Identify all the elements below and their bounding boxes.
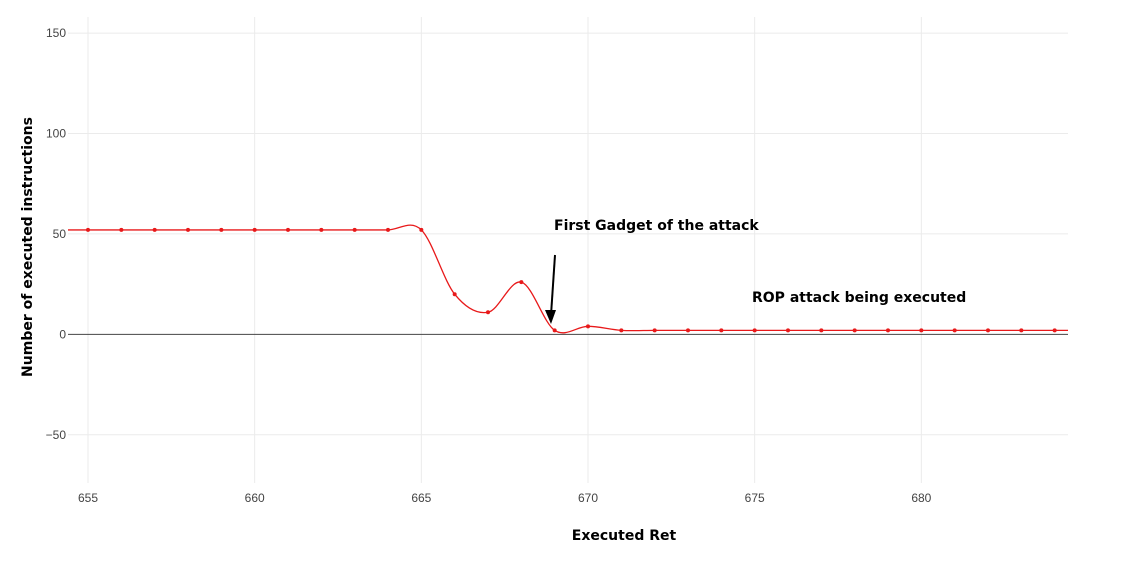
data-point <box>719 328 724 333</box>
annotation-first-gadget: First Gadget of the attack <box>554 218 759 234</box>
data-point <box>1019 328 1024 333</box>
y-tick-label: 100 <box>46 127 66 141</box>
data-point <box>586 324 590 329</box>
data-point <box>452 292 457 297</box>
y-tick-label: −50 <box>46 428 67 442</box>
data-point <box>1052 328 1057 333</box>
data-point <box>152 227 157 232</box>
data-point <box>286 227 290 232</box>
data-point <box>752 328 757 333</box>
data-point <box>819 328 824 333</box>
annotation-arrow <box>545 254 556 324</box>
x-tick-label: 680 <box>911 491 931 505</box>
x-axis-title: Executed Ret <box>572 528 677 544</box>
data-point <box>552 328 557 333</box>
series-line <box>68 224 1068 334</box>
x-tick-label: 670 <box>578 491 598 505</box>
x-tick-label: 675 <box>745 491 765 505</box>
data-point <box>386 227 390 232</box>
tick-labels: 655 660 665 670 675 680 −50 0 50 100 150 <box>46 26 932 505</box>
data-point <box>786 328 790 333</box>
grid-lines <box>68 17 1068 483</box>
annotation-rop-attack: ROP attack being executed <box>752 290 966 306</box>
x-tick-label: 660 <box>245 491 265 505</box>
data-point <box>852 328 857 333</box>
data-point <box>686 328 690 333</box>
y-tick-label: 0 <box>59 327 66 341</box>
y-axis-title: Number of executed instructions <box>20 117 36 377</box>
data-point <box>219 227 224 232</box>
data-point <box>886 328 890 333</box>
x-tick-label: 665 <box>411 491 431 505</box>
data-point <box>519 280 524 285</box>
data-point <box>319 227 324 232</box>
data-point <box>486 310 490 315</box>
data-point <box>619 328 624 333</box>
data-point <box>186 227 190 232</box>
data-point <box>86 227 90 232</box>
data-point <box>986 328 990 333</box>
series-layer <box>68 224 1068 334</box>
data-point <box>652 328 657 333</box>
data-point <box>919 328 924 333</box>
y-tick-label: 150 <box>46 26 66 40</box>
data-point <box>419 227 424 232</box>
x-tick-label: 655 <box>78 491 98 505</box>
data-point <box>252 227 257 232</box>
data-point <box>119 227 124 232</box>
data-point <box>352 227 357 232</box>
y-tick-label: 50 <box>53 227 67 241</box>
data-point <box>952 328 957 333</box>
